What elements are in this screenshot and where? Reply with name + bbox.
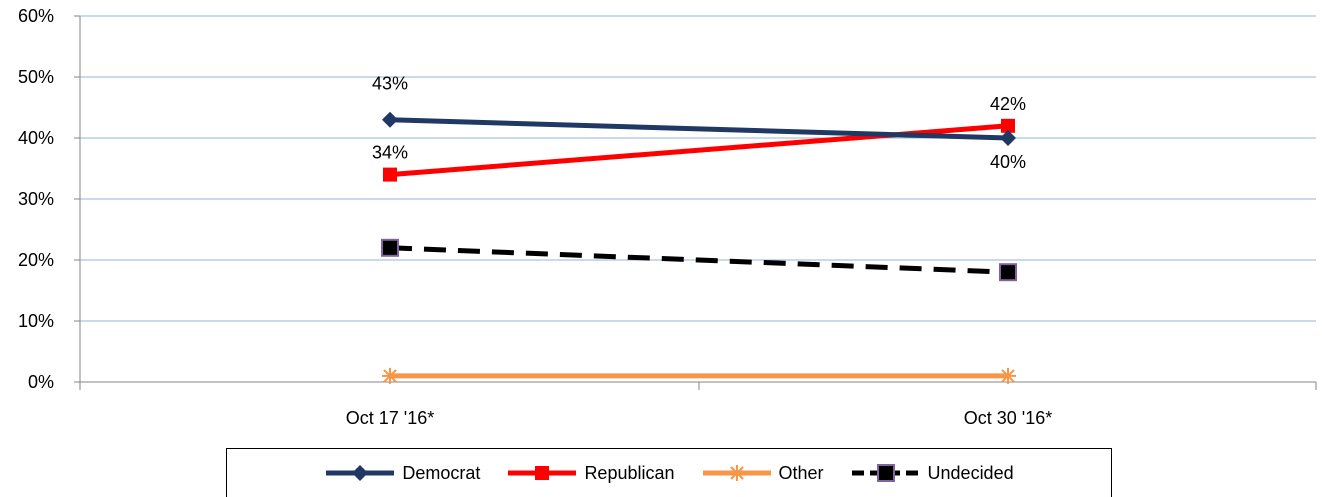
y-tick-label: 30% [18, 189, 54, 209]
x-tick-label: Oct 30 '16* [964, 408, 1053, 428]
marker-diamond [382, 111, 398, 128]
y-tick-label: 20% [18, 250, 54, 270]
marker-square [1001, 118, 1015, 133]
legend-swatch-other [702, 465, 771, 481]
marker-star-stroke [729, 466, 744, 480]
marker-square [999, 263, 1017, 282]
marker-diamond [1000, 130, 1016, 146]
legend-swatch-undecided [851, 464, 920, 482]
line-chart: 0% 10% 20% 30% 40% 50% 60% Oct 17 '16* Oct 30 '1… [18, 6, 1317, 428]
y-tick-label: 60% [18, 6, 54, 26]
axes: 0% 10% 20% 30% 40% 50% 60% Oct 17 '16* Oct 30 '1… [18, 6, 1317, 428]
y-tick-label: 0% [28, 372, 54, 392]
legend-label: Democrat [402, 462, 481, 483]
series-group [381, 111, 1017, 384]
legend-label: Undecided [927, 462, 1014, 483]
marker-square [381, 238, 399, 257]
marker-diamond [352, 465, 369, 481]
series-line-undecided [389, 245, 1009, 275]
legend-label: Other [778, 462, 824, 483]
legend-swatch-republican [508, 466, 577, 480]
y-tick-label: 10% [18, 311, 54, 331]
marker-star [728, 465, 745, 481]
series-line-democrat [389, 117, 1009, 141]
legend-item-other: Other [701, 463, 824, 484]
data-label-democrat: 40% [990, 152, 1026, 172]
marker-star-stroke [1001, 369, 1015, 383]
y-tick-label: 50% [18, 67, 54, 87]
legend: Democrat Republican Other Undecided [226, 448, 1112, 497]
legend-swatch-democrat [326, 465, 395, 481]
legend-label: Republican [584, 462, 675, 483]
legend-item-republican: Republican [506, 462, 675, 484]
y-tick-label: 40% [18, 128, 54, 148]
marker-square [876, 464, 895, 482]
marker-star [382, 367, 398, 384]
marker-star [1000, 367, 1016, 384]
data-labels: 43% 40% 34% 42% [372, 74, 1026, 172]
x-tick-label: Oct 17 '16* [346, 408, 435, 428]
data-label-republican: 42% [990, 94, 1026, 114]
marker-square [535, 466, 550, 480]
marker-star-stroke [383, 369, 397, 383]
legend-item-democrat: Democrat [324, 463, 480, 484]
data-label-republican: 34% [372, 143, 408, 163]
data-label-democrat: 43% [372, 74, 408, 94]
legend-item-undecided: Undecided [850, 463, 1014, 484]
marker-square [383, 167, 397, 182]
gridlines [80, 15, 1316, 322]
